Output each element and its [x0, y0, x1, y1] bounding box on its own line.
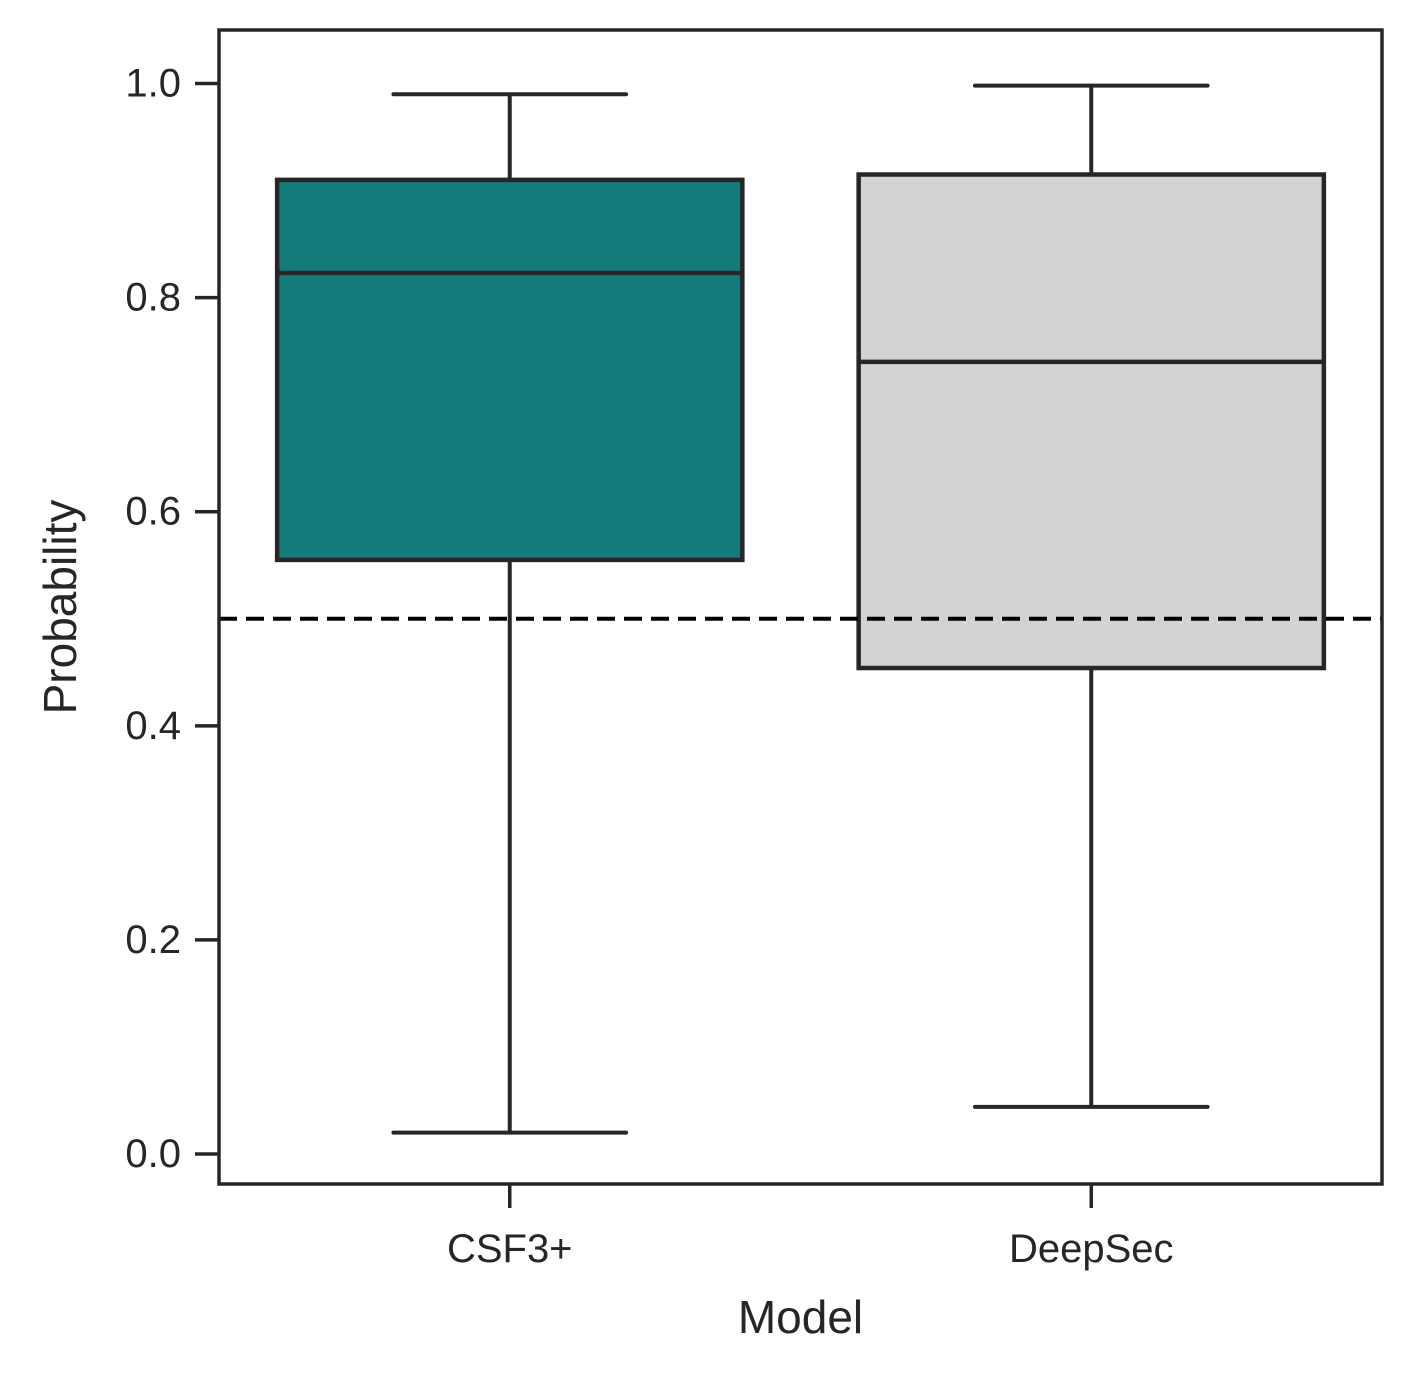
- x-tick-label: CSF3+: [447, 1227, 573, 1271]
- box-deepsec: [856, 83, 1327, 1109]
- y-axis: 0.0 0.2 0.4 0.6 0.8 1.0: [125, 62, 219, 1176]
- y-tick-label: 1.0: [125, 62, 181, 106]
- box-csf3-: [274, 92, 745, 1135]
- y-axis-title: Probability: [34, 500, 86, 715]
- y-tick-label: 0.8: [125, 276, 181, 320]
- boxes-group: [274, 83, 1327, 1135]
- y-tick-label: 0.4: [125, 704, 181, 748]
- iqr-box: [274, 177, 745, 563]
- x-axis-title: Model: [738, 1291, 863, 1343]
- y-tick-label: 0.0: [125, 1132, 181, 1176]
- y-tick-label: 0.6: [125, 490, 181, 534]
- y-tick-label: 0.2: [125, 918, 181, 962]
- x-tick-label: DeepSec: [1009, 1227, 1174, 1271]
- plot-frame: [217, 28, 1384, 1186]
- x-axis: CSF3+ DeepSec: [447, 1184, 1174, 1271]
- iqr-box: [856, 172, 1327, 671]
